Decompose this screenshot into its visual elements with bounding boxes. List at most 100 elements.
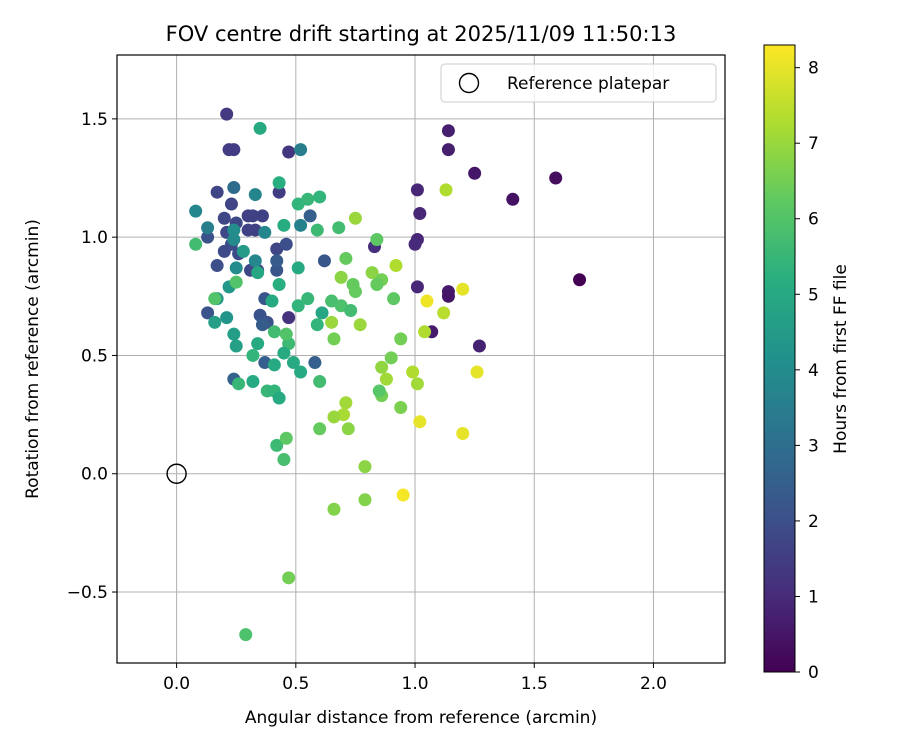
data-point	[348, 211, 362, 225]
data-point	[227, 180, 241, 194]
data-point	[441, 143, 455, 157]
data-point	[294, 218, 308, 232]
data-point	[384, 351, 398, 365]
data-point	[353, 318, 367, 332]
data-point	[291, 261, 305, 275]
data-point	[208, 315, 222, 329]
data-point	[265, 294, 279, 308]
data-point	[279, 237, 293, 251]
reference-point-group	[166, 463, 187, 484]
data-point	[248, 254, 262, 268]
data-point	[224, 197, 238, 211]
reference-platepar-marker	[166, 463, 187, 484]
data-point	[251, 266, 265, 280]
chart-title: FOV centre drift starting at 2025/11/09 …	[166, 22, 677, 46]
data-point	[282, 571, 296, 585]
data-point	[217, 244, 231, 258]
data-point	[341, 422, 355, 436]
data-point	[270, 263, 284, 277]
data-point	[227, 327, 241, 341]
data-point	[344, 304, 358, 318]
y-tick-label: 1.5	[81, 110, 108, 130]
data-point	[229, 275, 243, 289]
data-point	[468, 166, 482, 180]
data-point	[418, 325, 432, 339]
data-point	[272, 277, 286, 291]
data-point	[272, 185, 286, 199]
data-point	[227, 233, 241, 247]
data-point	[208, 292, 222, 306]
data-point	[370, 277, 384, 291]
data-point	[420, 294, 434, 308]
data-point	[456, 282, 470, 296]
data-point	[282, 311, 296, 325]
data-point	[217, 211, 231, 225]
colorbar-label: Hours from first FF file	[831, 264, 851, 454]
data-point	[327, 332, 341, 346]
data-point	[232, 377, 246, 391]
data-point	[277, 346, 291, 360]
y-tick-label: 1.0	[81, 228, 108, 248]
data-point	[286, 356, 300, 370]
data-point	[441, 289, 455, 303]
data-point	[413, 415, 427, 429]
data-point	[282, 145, 296, 159]
data-point	[365, 266, 379, 280]
data-point	[334, 270, 348, 284]
data-point	[220, 107, 234, 121]
data-point	[394, 400, 408, 414]
data-point	[294, 143, 308, 157]
data-point	[220, 311, 234, 325]
y-axis-ticks: −0.5 0.0 0.5 1.0 1.5	[67, 110, 117, 603]
x-axis-label: Angular distance from reference (arcmin)	[245, 708, 597, 728]
x-tick-label: 0.5	[282, 674, 309, 694]
data-point	[389, 259, 403, 273]
data-point	[387, 292, 401, 306]
data-point	[277, 453, 291, 467]
x-axis-ticks: 0.0 0.5 1.0 1.5 2.0	[163, 663, 667, 694]
data-point	[201, 230, 215, 244]
data-point	[573, 273, 587, 287]
data-point	[379, 372, 393, 386]
data-point	[339, 396, 353, 410]
data-point	[270, 254, 284, 268]
data-point	[251, 337, 265, 351]
colorbar-tick-label: 6	[808, 210, 819, 230]
colorbar-tick-label: 3	[808, 436, 819, 456]
data-point	[332, 221, 346, 235]
colorbar-ticks: 0 1 2 3 4 5 6 7 8	[795, 59, 819, 683]
data-point	[255, 209, 269, 223]
data-point	[317, 254, 331, 268]
data-point	[291, 299, 305, 313]
data-point	[308, 356, 322, 370]
data-point	[396, 488, 410, 502]
data-point	[229, 339, 243, 353]
data-point	[229, 261, 243, 275]
data-point	[394, 332, 408, 346]
data-point	[210, 185, 224, 199]
plot-frame	[116, 54, 726, 664]
data-point	[410, 377, 424, 391]
data-point	[439, 183, 453, 197]
data-point	[248, 188, 262, 202]
data-point	[327, 502, 341, 516]
data-point	[313, 374, 327, 388]
data-point	[410, 280, 424, 294]
data-point	[246, 348, 260, 362]
data-point	[227, 223, 241, 237]
data-point	[189, 237, 203, 251]
data-point	[327, 410, 341, 424]
colorbar-tick-label: 8	[808, 59, 819, 79]
data-point	[313, 422, 327, 436]
data-point	[246, 374, 260, 388]
data-point	[410, 183, 424, 197]
data-point	[246, 209, 260, 223]
data-point	[310, 223, 324, 237]
data-point	[406, 365, 420, 379]
data-point	[279, 327, 293, 341]
y-tick-label: 0.5	[81, 346, 108, 366]
data-point	[506, 192, 520, 206]
grid	[117, 55, 725, 663]
x-tick-label: 0.0	[163, 674, 190, 694]
data-point	[358, 493, 372, 507]
